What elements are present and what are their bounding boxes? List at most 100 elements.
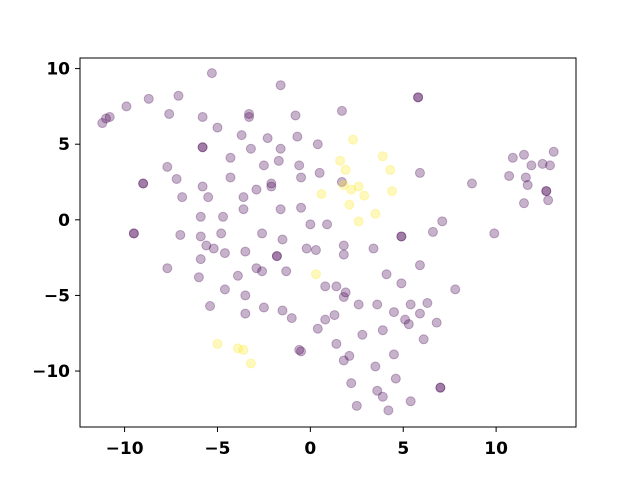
- data-point: [346, 378, 357, 389]
- data-point: [143, 93, 154, 104]
- data-point: [338, 291, 349, 302]
- data-point: [290, 110, 301, 121]
- data-point: [344, 350, 355, 361]
- data-point: [236, 130, 247, 141]
- data-point: [396, 278, 407, 289]
- data-point: [277, 305, 288, 316]
- data-point: [518, 198, 529, 209]
- data-point: [138, 178, 149, 189]
- data-point: [396, 231, 407, 242]
- data-point: [450, 284, 461, 295]
- data-point: [388, 349, 399, 360]
- data-point: [357, 329, 368, 340]
- data-point: [121, 101, 132, 112]
- data-point: [138, 178, 149, 189]
- data-point: [518, 149, 529, 160]
- data-point: [427, 226, 438, 237]
- data-point: [396, 231, 407, 242]
- data-point: [413, 92, 424, 103]
- data-point: [312, 139, 323, 150]
- data-point: [244, 108, 255, 119]
- data-point: [377, 391, 388, 402]
- x-tick-label: −10: [106, 439, 144, 459]
- data-point: [296, 172, 307, 183]
- data-point: [275, 204, 286, 215]
- data-point: [329, 310, 340, 321]
- data-point: [296, 202, 307, 213]
- data-point: [435, 382, 446, 393]
- data-point: [522, 180, 533, 191]
- data-point: [368, 243, 379, 254]
- data-point: [238, 192, 249, 203]
- data-point: [262, 133, 273, 144]
- data-point: [195, 254, 206, 265]
- data-point: [225, 152, 236, 163]
- data-point: [541, 186, 552, 197]
- data-point: [203, 192, 214, 203]
- data-point: [205, 301, 216, 312]
- data-point: [437, 216, 448, 227]
- y-axis: −10 −5 0 5 10: [32, 60, 80, 382]
- data-point: [338, 355, 349, 366]
- data-point: [548, 146, 559, 157]
- data-point: [281, 266, 292, 277]
- data-point: [275, 80, 286, 91]
- x-axis: −10 −5 0 5 10: [106, 427, 508, 459]
- data-point: [340, 287, 351, 298]
- y-tick-label: −5: [44, 286, 70, 306]
- y-tick-label: −10: [32, 362, 70, 382]
- data-point: [216, 228, 227, 239]
- data-point: [197, 142, 208, 153]
- data-point: [212, 122, 223, 133]
- data-point: [232, 343, 243, 354]
- data-point: [310, 245, 321, 256]
- data-point: [195, 211, 206, 222]
- data-point: [218, 211, 229, 222]
- data-point: [273, 155, 284, 166]
- data-point: [377, 151, 388, 162]
- data-point: [336, 105, 347, 116]
- data-point: [322, 219, 333, 230]
- x-tick-label: 0: [304, 439, 316, 459]
- data-point: [414, 308, 425, 319]
- data-point: [320, 281, 331, 292]
- data-point: [277, 234, 288, 245]
- data-point: [240, 290, 251, 301]
- data-point: [431, 317, 442, 328]
- y-tick-label: 5: [58, 135, 70, 155]
- plot-frame: [79, 57, 577, 428]
- data-point: [390, 373, 401, 384]
- data-point: [344, 199, 355, 210]
- x-tick-label: 5: [397, 439, 409, 459]
- data-point: [507, 152, 518, 163]
- data-point: [104, 111, 115, 122]
- data-point: [238, 204, 249, 215]
- x-tick-label: 10: [484, 439, 508, 459]
- data-point: [101, 113, 112, 124]
- y-tick-label: 10: [46, 60, 70, 80]
- data-point: [97, 118, 108, 129]
- data-point: [370, 208, 381, 219]
- data-point: [340, 164, 351, 175]
- data-point: [544, 160, 555, 171]
- data-point: [197, 142, 208, 153]
- data-point: [338, 240, 349, 251]
- y-tick-label: 0: [58, 211, 70, 231]
- data-point: [266, 181, 277, 192]
- data-point: [338, 180, 349, 191]
- data-point: [320, 314, 331, 325]
- data-point: [219, 284, 230, 295]
- data-point: [526, 160, 537, 171]
- data-point: [238, 344, 249, 355]
- data-point: [257, 266, 268, 277]
- data-point: [331, 338, 342, 349]
- data-point: [414, 167, 425, 178]
- data-point: [385, 164, 396, 175]
- data-point: [251, 263, 262, 274]
- data-point: [541, 186, 552, 197]
- data-point: [245, 358, 256, 369]
- data-point: [336, 177, 347, 188]
- x-tick-label: −5: [204, 439, 230, 459]
- data-point: [314, 167, 325, 178]
- data-point: [348, 134, 359, 145]
